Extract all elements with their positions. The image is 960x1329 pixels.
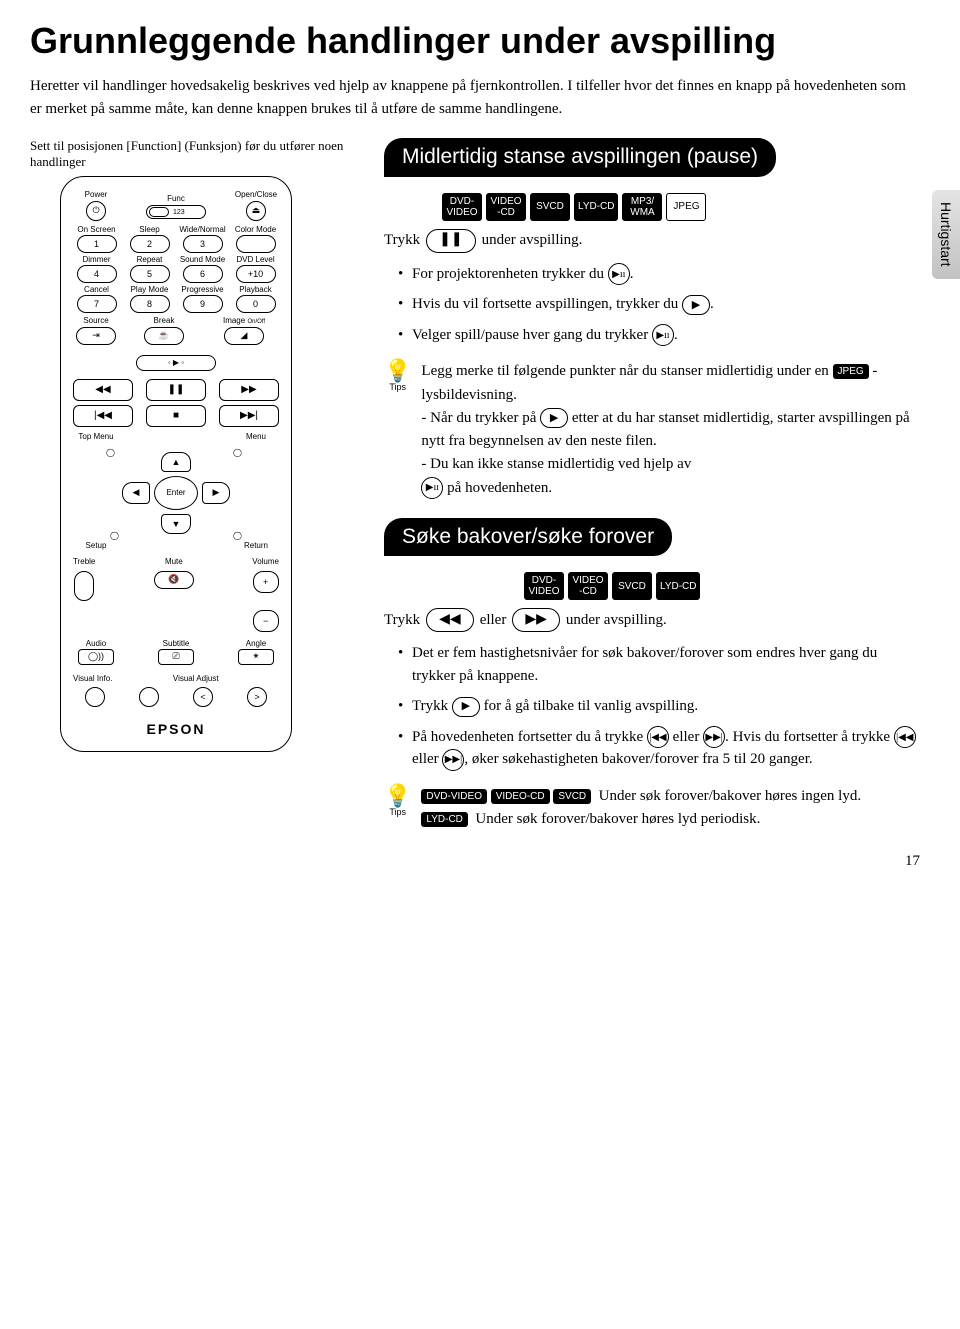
subtitle-button[interactable]: ⎚ [158,649,194,665]
playpause-icon-2: ▶ıı [652,324,674,346]
tilt-rocker[interactable]: ◦ ▶ ◦ [136,355,216,371]
side-tab: Hurtigstart [932,190,960,279]
dpad: ◯ ◯ ▲ ▼ ◀ ▶ Enter ◯ ◯ [116,448,236,538]
bullet-mainunit: På hovedenheten fortsetter du å trykke |… [398,726,920,771]
power-label: Power [85,190,108,199]
brand-logo: EPSON [73,721,279,737]
num-4[interactable]: 4 [77,265,117,283]
prev-icon-2: |◀◀ [894,726,916,748]
dpad-up[interactable]: ▲ [161,452,191,472]
lt-button[interactable]: < [193,687,213,707]
visualadjust-button[interactable] [139,687,159,707]
bullet-continue: Hvis du vil fortsette avspillingen, tryk… [398,293,920,316]
topmenu-button[interactable]: ◯ [106,448,115,457]
badge-dvdvideo: DVD-VIDEO [442,193,482,221]
func-label: Func [167,194,185,203]
num-9[interactable]: 9 [183,295,223,313]
pause-button[interactable]: ❚❚ [146,379,206,401]
function-slider[interactable]: 123 [146,205,206,219]
colormode-button[interactable] [236,235,276,253]
num-5[interactable]: 5 [130,265,170,283]
section2-badges: DVD-VIDEO VIDEO-CD SVCD LYD-CD [524,572,920,600]
next-button[interactable]: ▶▶| [219,405,279,427]
num-0[interactable]: 0 [236,295,276,313]
num-plus10[interactable]: +10 [236,265,276,283]
badge-svcd: SVCD [530,193,570,221]
pause-key-icon: ❚❚ [426,229,475,253]
bullet-toggle: Velger spill/pause hver gang du trykker … [398,324,920,347]
playpause-icon: ▶ıı [608,263,630,285]
rewind-button[interactable]: ◀◀ [73,379,133,401]
bullet-playback: Trykk ▶ for å gå tilbake til vanlig avsp… [398,695,920,718]
play-key-icon-2: ▶ [540,408,568,428]
power-button[interactable]: ⏻ [86,201,106,221]
dpad-down[interactable]: ▼ [161,514,191,534]
page-number: 17 [30,853,920,870]
dpad-right[interactable]: ▶ [202,482,230,504]
openclose-label: Open/Close [235,190,277,199]
badge-videocd-2: VIDEO-CD [568,572,608,600]
stop-button[interactable]: ■ [146,405,206,427]
function-note: Sett til posisjonen [Function] (Funksjon… [30,138,360,170]
badge-lydcd: LYD-CD [574,193,618,221]
forward-key-icon: ▶▶ [512,608,560,632]
badge-svcd-2: SVCD [612,572,652,600]
tips-body-1: Legg merke til følgende punkter når du s… [421,360,920,500]
bullet-speed: Det er fem hastighetsnivåer for søk bako… [398,642,920,687]
num-3[interactable]: 3 [183,235,223,253]
setup-button[interactable]: ◯ [110,531,119,540]
intro-text: Heretter vil handlinger hovedsakelig bes… [30,75,920,120]
num-7[interactable]: 7 [77,295,117,313]
num-6[interactable]: 6 [183,265,223,283]
playpause-icon-3: ▶ıı [421,477,443,499]
volume-up[interactable]: + [253,571,279,593]
play-key-icon-3: ▶ [452,697,480,717]
angle-button[interactable]: ✴ [238,649,274,665]
page-title: Grunnleggende handlinger under avspillin… [30,20,920,61]
source-button[interactable]: ⇥ [76,327,116,345]
fastforward-button[interactable]: ▶▶ [219,379,279,401]
treble-rocker[interactable] [74,571,94,601]
prev-button[interactable]: |◀◀ [73,405,133,427]
visualinfo-button[interactable] [85,687,105,707]
enter-button[interactable]: Enter [154,476,198,510]
tips-icon: 💡 Tips [384,360,411,392]
image-button[interactable]: ◢ [224,327,264,345]
num-8[interactable]: 8 [130,295,170,313]
remote-control: Power ⏻ Func 123 Open/Close ⏏ On Screen1 [60,176,292,752]
mute-button[interactable]: 🔇 [154,571,194,589]
tips-icon-2: 💡 Tips [384,785,411,817]
badge-lydcd-2: LYD-CD [656,572,700,600]
badge-dvdvideo-2: DVD-VIDEO [524,572,564,600]
dpad-left[interactable]: ◀ [122,482,150,504]
gt-button[interactable]: > [247,687,267,707]
press-suffix: under avspilling. [482,232,583,249]
break-button[interactable]: ☕ [144,327,184,345]
tips-body-2: DVD-VIDEO VIDEO-CD SVCD Under søk forove… [421,785,920,832]
num-1[interactable]: 1 [77,235,117,253]
next-icon: ▶▶| [703,726,725,748]
prev-icon: |◀◀ [647,726,669,748]
press-prefix: Trykk [384,232,420,249]
return-button[interactable]: ◯ [233,531,242,540]
menu-button[interactable]: ◯ [233,448,242,457]
rewind-key-icon: ◀◀ [426,608,474,632]
openclose-button[interactable]: ⏏ [246,201,266,221]
volume-down[interactable]: − [253,610,279,632]
num-2[interactable]: 2 [130,235,170,253]
next-icon-2: ▶▶| [442,749,464,771]
play-key-icon: ▶ [682,295,710,315]
section2-title: Søke bakover/søke forover [384,518,672,556]
badge-videocd: VIDEO-CD [486,193,526,221]
badge-mp3wma: MP3/WMA [622,193,662,221]
audio-button[interactable]: ◯)) [78,649,114,665]
bullet-projector: For projektorenheten trykker du ▶ıı. [398,263,920,286]
section1-badges: DVD-VIDEO VIDEO-CD SVCD LYD-CD MP3/WMA J… [442,193,920,221]
section1-title: Midlertidig stanse avspillingen (pause) [384,138,776,176]
badge-jpeg: JPEG [666,193,706,221]
